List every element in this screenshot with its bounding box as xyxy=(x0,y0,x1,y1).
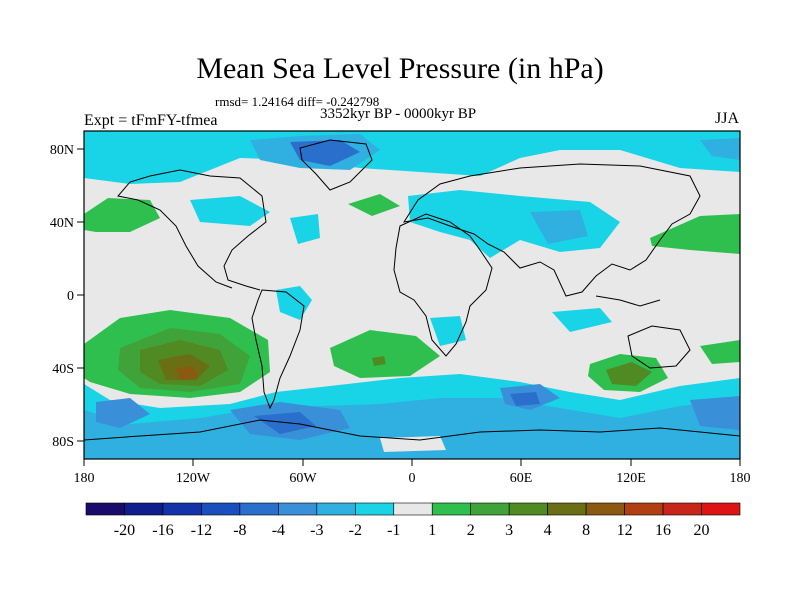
lat-tick-label: 40S xyxy=(52,362,74,377)
colorbar-swatch xyxy=(470,502,510,516)
satl-high xyxy=(330,330,440,378)
colorbar-label: 3 xyxy=(505,522,513,539)
na-west-low xyxy=(190,196,270,226)
colorbar-label: 16 xyxy=(655,522,671,539)
stats-label: rmsd= 1.24164 diff= -0.242798 xyxy=(215,94,380,109)
spac-high-core xyxy=(176,366,198,380)
indian-sector-core xyxy=(510,392,540,406)
colorbar-swatch xyxy=(393,502,433,516)
colorbar-swatch xyxy=(278,502,318,516)
colorbar-swatch xyxy=(662,502,702,516)
indonesia-coast xyxy=(595,295,661,307)
africa-tropical-low xyxy=(430,316,466,346)
lon-tick-label: 60E xyxy=(510,471,533,486)
colorbar-swatch xyxy=(124,502,164,516)
map-title: Mean Sea Level Pressure (in hPa) xyxy=(196,52,604,85)
africa-coast xyxy=(393,213,493,357)
greenland-coast xyxy=(299,139,373,191)
lon-tick-label: 0 xyxy=(409,471,416,486)
colorbar-label: -1 xyxy=(387,522,400,539)
colorbar-swatch xyxy=(201,502,241,516)
latitude-axis: 80N 40N 0 40S 80S xyxy=(50,143,84,450)
satl-high-core xyxy=(372,356,386,366)
colorbar-label: 12 xyxy=(617,522,633,539)
colorbar-swatch xyxy=(354,502,395,516)
colorbar-swatch xyxy=(585,502,625,516)
indian-tropical-low xyxy=(552,308,612,332)
colorbar-swatch xyxy=(508,502,548,516)
arctic-low xyxy=(84,131,740,184)
colorbar-swatch xyxy=(431,502,472,516)
south-america-coast xyxy=(251,289,305,410)
colorbar-label: -16 xyxy=(152,522,173,539)
colorbar-swatch xyxy=(701,502,741,516)
pacific-sector-low xyxy=(690,396,740,430)
pressure-field xyxy=(84,131,740,459)
colorbar-swatch xyxy=(162,502,202,516)
colorbar-label: -3 xyxy=(310,522,323,539)
lat-tick-label: 0 xyxy=(67,289,74,304)
colorbar-label: -4 xyxy=(272,522,285,539)
colorbar-label: -8 xyxy=(233,522,246,539)
lat-tick-label: 40N xyxy=(50,216,74,231)
colorbar-label: 1 xyxy=(428,522,436,539)
australia-coast xyxy=(627,325,691,369)
colorbar-swatch xyxy=(316,502,356,516)
npac-high xyxy=(84,198,160,232)
lon-tick-label: 120W xyxy=(176,471,211,486)
colorbar-label: 2 xyxy=(467,522,475,539)
wpac-high xyxy=(650,214,740,254)
sind-high-core xyxy=(606,362,652,386)
eurasia-low xyxy=(408,190,620,258)
colorbar-label: 8 xyxy=(582,522,590,539)
natl-high xyxy=(348,194,400,216)
experiment-label: Expt = tFmFY-tfmea xyxy=(84,112,218,129)
lon-tick-label: 60W xyxy=(289,471,317,486)
arctic-east-low xyxy=(700,138,740,160)
weddell-neutral xyxy=(380,436,446,452)
colorbar-swatch xyxy=(547,502,587,516)
longitude-axis: 180 120W 60W 0 60E 120E 180 xyxy=(74,459,751,486)
colorbar-swatch xyxy=(239,502,279,516)
na-east-low xyxy=(290,214,320,244)
lat-tick-label: 80N xyxy=(50,143,74,158)
ross-low xyxy=(96,398,150,428)
colorbar-swatch xyxy=(85,502,125,516)
eurasia-coast xyxy=(402,163,701,297)
north-america-coast xyxy=(149,169,267,291)
lon-tick-label: 180 xyxy=(74,471,95,486)
spac-high-4 xyxy=(158,354,210,380)
lon-tick-label: 120E xyxy=(616,471,646,486)
colorbar-label: 20 xyxy=(694,522,710,539)
colorbar-label: -2 xyxy=(349,522,362,539)
north-america-west-coast xyxy=(117,175,233,289)
tasman-high xyxy=(700,340,740,364)
lon-tick-label: 180 xyxy=(730,471,751,486)
colorbar-swatch xyxy=(624,502,664,516)
asia-core-low xyxy=(530,210,588,244)
colorbar: -20 -16 -12 -8 -4 -3 -2 -1 1 2 3 4 8 12 16 20 xyxy=(85,502,741,539)
colorbar-label: -20 xyxy=(114,522,135,539)
season-label: JJA xyxy=(715,110,740,127)
period-label: 3352kyr BP - 0000kyr BP xyxy=(320,106,477,122)
colorbar-label: -12 xyxy=(191,522,212,539)
antarctica-coast xyxy=(84,419,740,441)
colorbar-label: 4 xyxy=(544,522,552,539)
coastlines xyxy=(84,139,740,441)
lat-tick-label: 80S xyxy=(52,435,74,450)
